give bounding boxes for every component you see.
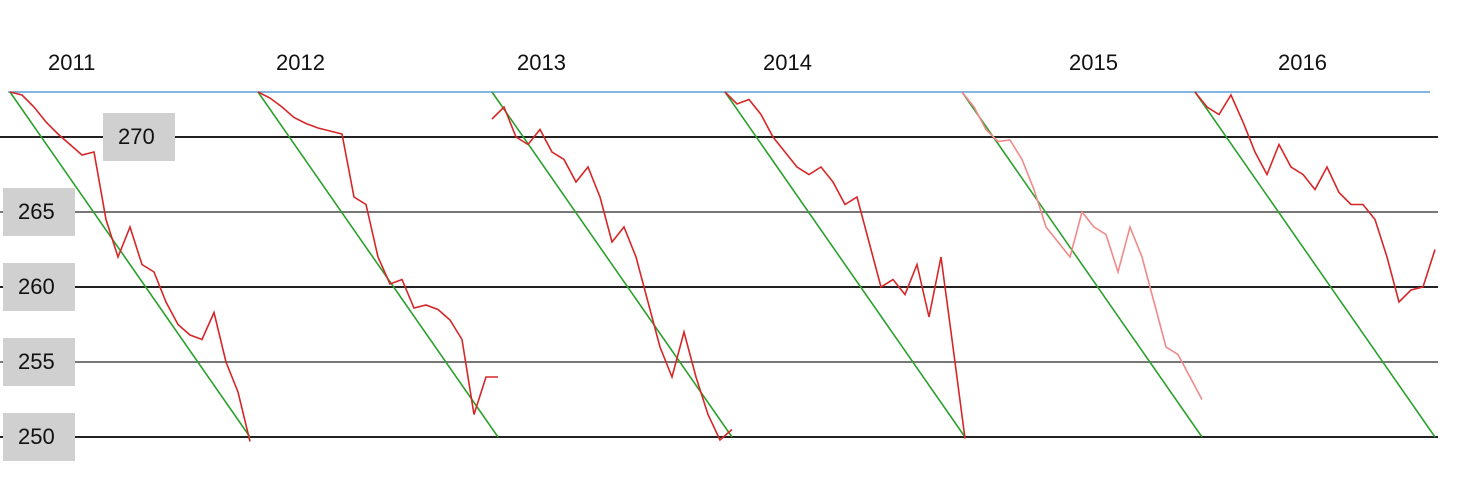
data-line — [961, 91, 1203, 438]
tick-box — [3, 263, 75, 311]
y-tick-label: 255 — [18, 349, 55, 374]
year-label: 2014 — [763, 50, 812, 75]
y-tick-label: 270 — [118, 124, 155, 149]
year-label: 2015 — [1069, 50, 1118, 75]
year-label: 2011 — [48, 50, 95, 75]
year-label: 2012 — [276, 50, 325, 75]
data-line — [491, 91, 733, 438]
y-tick-label: 260 — [18, 274, 55, 299]
data-line — [724, 91, 966, 438]
tick-box — [3, 338, 75, 386]
y-tick-label: 250 — [18, 424, 55, 449]
data-line — [961, 91, 1203, 400]
data-line — [1194, 91, 1436, 438]
data-line — [491, 105, 733, 442]
tick-box — [103, 113, 175, 161]
tick-box — [3, 188, 75, 236]
year-label: 2013 — [517, 50, 566, 75]
data-line — [9, 91, 251, 438]
data-line — [257, 91, 498, 415]
tick-box — [3, 413, 75, 461]
data-line — [257, 91, 499, 438]
year-label: 2016 — [1278, 50, 1327, 75]
data-line — [9, 91, 251, 442]
data-line — [724, 91, 966, 439]
data-line — [1194, 91, 1436, 304]
y-tick-label: 265 — [18, 199, 55, 224]
